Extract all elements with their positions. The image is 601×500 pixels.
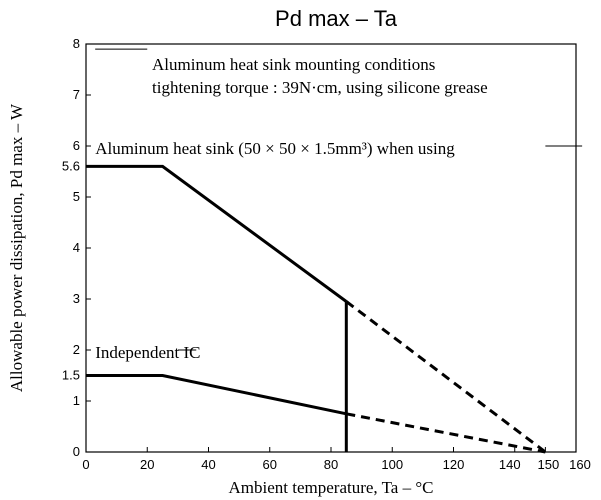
y-tick-label: 4 bbox=[73, 240, 80, 255]
x-axis-label: Ambient temperature, Ta – °C bbox=[229, 478, 434, 497]
x-tick-label: 60 bbox=[263, 457, 277, 472]
series-1-derating-extension bbox=[345, 300, 547, 454]
y-tick-label: 1.5 bbox=[62, 368, 80, 383]
series-2-label: Independent IC bbox=[95, 343, 200, 362]
x-tick-label: 160 bbox=[569, 457, 591, 472]
y-tick-label: 5.6 bbox=[62, 158, 80, 173]
y-tick-label: 3 bbox=[73, 291, 80, 306]
axis-layer: 0 20 40 60 80 100 120 140 150 160 0 1 1.5 2 3 4 5 5.6 6 7 8 bbox=[62, 36, 591, 472]
x-tick-label: 80 bbox=[324, 457, 338, 472]
x-tick-label: 150 bbox=[538, 457, 560, 472]
x-tick-label: 20 bbox=[140, 457, 154, 472]
series-layer: Aluminum heat sink (50 × 50 × 1.5mm³) wh… bbox=[86, 48, 583, 454]
series-1-label: Aluminum heat sink (50 × 50 × 1.5mm³) wh… bbox=[95, 139, 455, 158]
annotation-line-1: Aluminum heat sink mounting conditions bbox=[152, 55, 435, 74]
x-tick-label: 120 bbox=[443, 457, 465, 472]
y-tick-label: 7 bbox=[73, 87, 80, 102]
x-tick-label: 100 bbox=[381, 457, 403, 472]
y-axis-label: Allowable power dissipation, Pd max – W bbox=[7, 103, 26, 392]
y-tick-label: 0 bbox=[73, 444, 80, 459]
series-2-line bbox=[86, 374, 347, 416]
plot-frame bbox=[85, 43, 577, 453]
x-tick-label: 0 bbox=[82, 457, 89, 472]
y-tick-label: 6 bbox=[73, 138, 80, 153]
y-tick-label: 8 bbox=[73, 36, 80, 51]
x-tick-label: 40 bbox=[201, 457, 215, 472]
annotation-line-2: tightening torque : 39N·cm, using silico… bbox=[152, 78, 488, 97]
y-tick-label: 5 bbox=[73, 189, 80, 204]
x-tick-label: 140 bbox=[499, 457, 521, 472]
series-1-line bbox=[86, 164, 348, 303]
series-2-derating-extension bbox=[346, 412, 546, 454]
annotation-layer: Aluminum heat sink mounting conditions t… bbox=[152, 55, 488, 97]
chart-title: Pd max – Ta bbox=[275, 6, 398, 31]
y-tick-label: 1 bbox=[73, 393, 80, 408]
y-tick-label: 2 bbox=[73, 342, 80, 357]
